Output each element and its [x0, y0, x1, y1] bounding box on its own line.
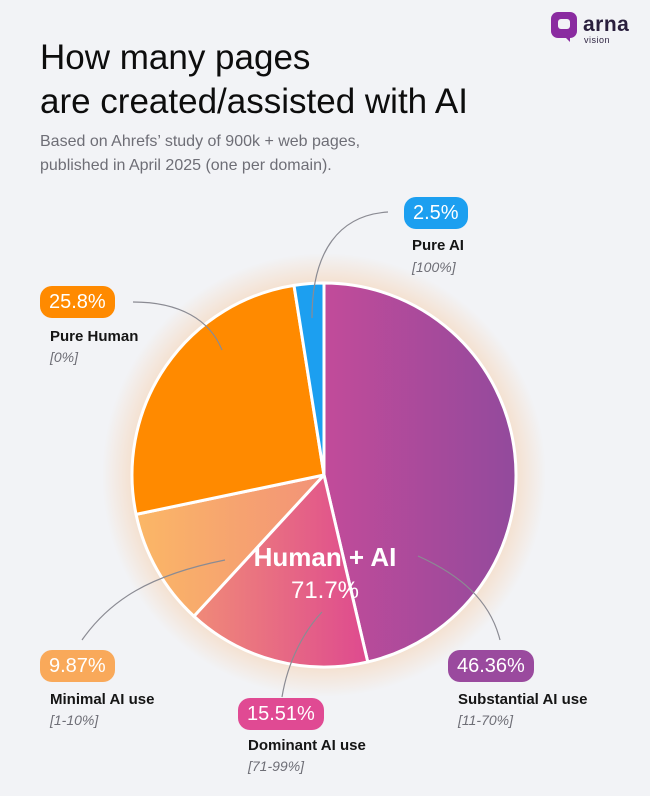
subtitle-line-2: published in April 2025 (one per domain)… [40, 157, 332, 174]
page-title: How many pages are created/assisted with… [40, 36, 620, 124]
brand-subname: vision [584, 35, 611, 45]
range-dominant-ai: [71-99%] [248, 758, 305, 774]
subtitle: Based on Ahrefs’ study of 900k + web pag… [40, 130, 600, 178]
label-substantial-ai: Substantial AI use [458, 691, 588, 708]
slice-dominant-ai [192, 473, 370, 669]
slice-substantial-ai [322, 281, 518, 664]
leader-pure-human [132, 301, 223, 351]
range-pure-ai: [100%] [412, 259, 456, 275]
slice-pure-ai [292, 281, 326, 477]
slice-pure-human [130, 283, 326, 516]
center-label: Human + AI 71.7% [230, 540, 420, 608]
leader-substantial-ai [417, 555, 501, 641]
title-line-2: are created/assisted with AI [40, 82, 468, 121]
value-badge-dominant-ai: 15.51% [238, 698, 324, 730]
label-dominant-ai: Dominant AI use [248, 737, 366, 754]
label-minimal-ai: Minimal AI use [50, 691, 155, 708]
range-substantial-ai: [11-70%] [458, 712, 513, 728]
center-label-value: 71.7% [290, 577, 360, 604]
arna-logo-icon [551, 12, 577, 42]
label-pure-human: Pure Human [50, 328, 139, 345]
leader-pure-ai [311, 211, 389, 319]
range-minimal-ai: [1-10%] [50, 712, 99, 728]
subtitle-line-1: Based on Ahrefs’ study of 900k + web pag… [40, 133, 361, 150]
slice-minimal-ai [134, 473, 326, 618]
brand-name: arna [583, 13, 630, 36]
value-badge-pure-human: 25.8% [40, 286, 115, 318]
value-badge-substantial-ai: 46.36% [448, 650, 534, 682]
center-label-text: Human + AI [253, 542, 397, 572]
value-badge-minimal-ai: 9.87% [40, 650, 115, 682]
leader-minimal-ai [81, 559, 226, 641]
title-line-1: How many pages [40, 38, 311, 77]
value-badge-pure-ai: 2.5% [404, 197, 468, 229]
label-pure-ai: Pure AI [412, 237, 464, 254]
brand-logo: arna vision [551, 12, 641, 45]
range-pure-human: [0%] [50, 349, 79, 365]
leader-dominant-ai [281, 611, 323, 698]
